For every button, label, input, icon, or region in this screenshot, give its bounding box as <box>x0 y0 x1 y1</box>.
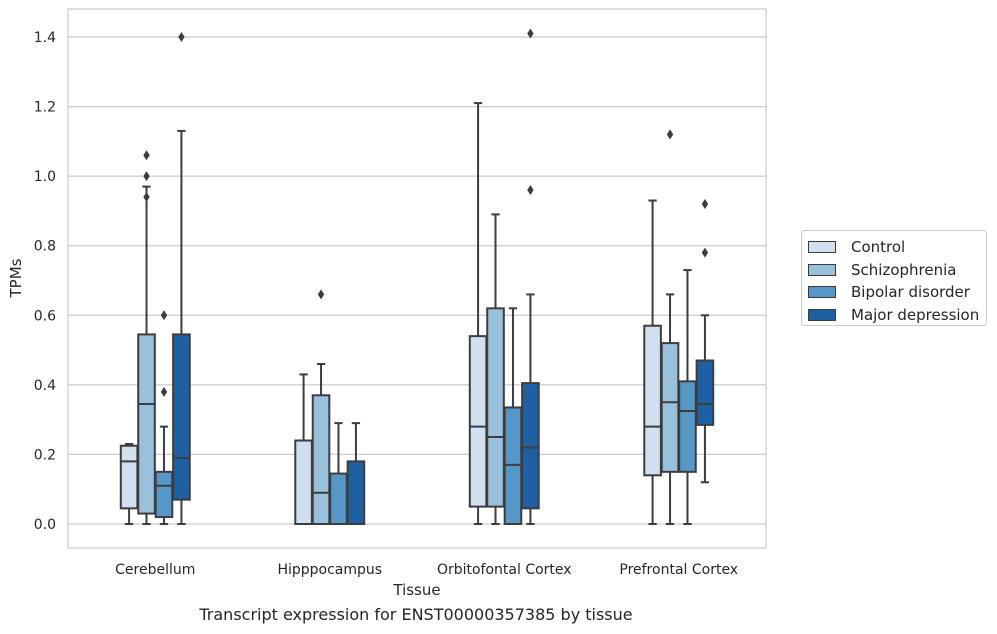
box-iqr <box>346 460 366 525</box>
legend-item: Schizophrenia <box>808 259 986 282</box>
box-iqr <box>119 444 139 510</box>
outlier-point <box>317 289 325 300</box>
plot-frame <box>67 8 767 549</box>
y-tick-label: 1.0 <box>34 169 56 185</box>
legend-label: Bipolar disorder <box>851 283 970 302</box>
box-control <box>643 199 662 525</box>
x-tick-label: Orbitofontal Cortex <box>437 562 572 578</box>
box-major-depression <box>346 422 366 525</box>
outlier-point <box>527 28 534 39</box>
box-major-depression <box>172 32 191 525</box>
legend-swatch <box>808 286 836 299</box>
outlier-point <box>701 198 709 209</box>
box-iqr <box>521 382 540 510</box>
box-bipolar-disorder <box>154 310 174 525</box>
outlier-point <box>143 150 150 161</box>
box-iqr <box>311 394 331 525</box>
legend-label: Control <box>851 238 906 257</box>
box-schizophrenia <box>311 289 331 525</box>
box-iqr <box>468 335 488 508</box>
legend-label: Major depression <box>851 305 980 324</box>
legend-label: Schizophrenia <box>851 260 957 279</box>
chart-caption: Transcript expression for ENST0000035738… <box>199 605 633 624</box>
legend-item: Bipolar disorder <box>808 281 986 304</box>
y-tick-label: 0.8 <box>34 239 56 255</box>
x-tick-label: Prefrontal Cortex <box>619 562 738 578</box>
y-tick-label: 1.2 <box>34 100 56 116</box>
y-tick-labels: 0.0 0.2 0.4 0.6 0.8 1.0 1.2 1.4 <box>34 30 56 533</box>
y-tick-label: 0.6 <box>34 308 56 324</box>
y-axis-label: TPMs <box>7 258 25 298</box>
box-major-depression <box>695 198 715 484</box>
box-iqr <box>172 333 191 501</box>
outlier-point <box>701 247 709 258</box>
legend-item: Control <box>808 236 986 259</box>
outlier-point <box>160 310 168 321</box>
box-control <box>119 442 139 525</box>
box-iqr <box>137 333 156 515</box>
legend-item: Major depression <box>808 304 986 327</box>
box-iqr <box>695 359 715 426</box>
y-tick-label: 0.4 <box>34 378 56 394</box>
boxes-layer <box>119 28 715 526</box>
box-bipolar-disorder <box>678 269 697 525</box>
box-iqr <box>678 380 697 473</box>
box-bipolar-disorder <box>503 307 523 526</box>
outlier-point <box>143 192 150 203</box>
outlier-point <box>143 171 150 182</box>
outlier-point <box>160 386 168 397</box>
box-major-depression <box>521 28 540 525</box>
outlier-point <box>527 185 534 196</box>
box-iqr <box>294 439 313 525</box>
x-tick-label: Hipppocampus <box>277 562 382 578</box>
box-schizophrenia <box>137 150 156 525</box>
outlier-point <box>666 129 674 140</box>
x-axis-label: Tissue <box>392 581 440 599</box>
legend-swatch <box>808 263 836 276</box>
box-iqr <box>660 342 680 473</box>
legend-swatch <box>808 241 836 254</box>
box-iqr <box>486 307 505 508</box>
x-tick-label: Cerebellum <box>115 562 195 578</box>
y-tick-label: 0.0 <box>34 517 56 533</box>
box-iqr <box>643 324 662 477</box>
legend-swatch <box>808 308 836 321</box>
legend: Control Schizophrenia Bipolar disorder Majo… <box>801 230 987 326</box>
box-iqr <box>329 472 348 525</box>
box-iqr <box>154 470 174 519</box>
x-tick-labels: Cerebellum Hipppocampus Orbitofontal Corte… <box>115 562 738 578</box>
y-tick-label: 1.4 <box>34 30 56 46</box>
outlier-point <box>178 32 185 42</box>
y-tick-label: 0.2 <box>34 447 56 463</box>
